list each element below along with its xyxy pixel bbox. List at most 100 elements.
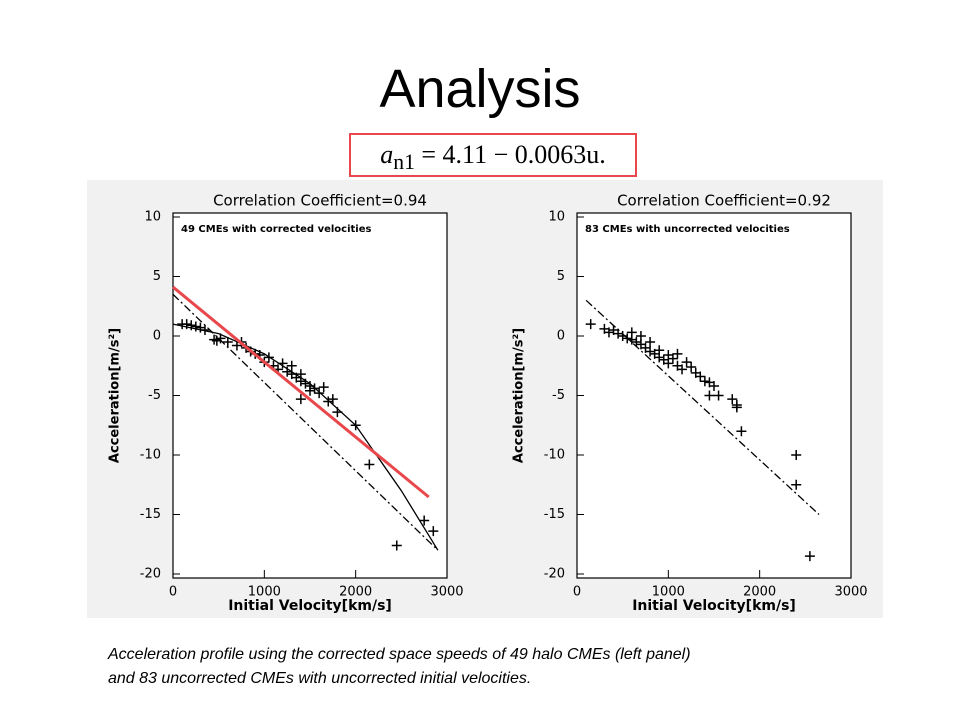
data-point: [295, 394, 306, 405]
data-point: [626, 334, 637, 345]
y-tick-label: 10: [144, 210, 161, 225]
y-tick-label: -20: [544, 567, 565, 582]
data-point: [672, 348, 683, 359]
data-point: [613, 328, 624, 339]
data-point: [791, 450, 802, 460]
data-point: [250, 348, 261, 359]
data-point: [305, 380, 315, 391]
data-point: [259, 357, 270, 368]
data-point: [649, 348, 660, 359]
data-point: [263, 352, 274, 363]
data-point: [663, 350, 674, 361]
data-point: [804, 551, 815, 562]
data-point: [286, 369, 297, 380]
data-point: [215, 333, 226, 344]
y-tick-label: -15: [140, 507, 161, 522]
y-tick-label: -5: [148, 388, 161, 403]
data-point: [677, 364, 688, 375]
y-axis-label: Acceleration[m/s²]: [512, 328, 527, 463]
data-point: [645, 336, 656, 347]
data-point: [672, 360, 683, 371]
annotation: 49 CMEs with corrected velocities: [181, 224, 372, 235]
data-point: [181, 319, 192, 330]
data-point: [241, 342, 252, 353]
data-point: [428, 526, 439, 537]
x-tick-label: 1000: [248, 585, 281, 600]
data-point: [695, 371, 706, 382]
x-axis-label: Initial Velocity[km/s]: [632, 598, 796, 614]
data-point: [419, 515, 430, 526]
data-point: [626, 327, 637, 338]
x-tick-label: 3000: [834, 585, 867, 600]
data-point: [635, 331, 646, 341]
data-point: [640, 342, 651, 353]
data-point: [211, 335, 222, 346]
data-point: [631, 336, 642, 347]
y-axis-label: Acceleration[m/s²]: [108, 328, 123, 463]
y-tick-label: -15: [544, 507, 565, 522]
data-point: [704, 390, 715, 401]
x-tick-label: 3000: [430, 585, 463, 600]
data-point: [585, 319, 596, 330]
data-point: [209, 334, 220, 345]
data-point: [277, 358, 288, 369]
fit-line: [172, 293, 439, 551]
data-point: [731, 402, 742, 413]
figure-background: [87, 180, 883, 618]
data-point: [603, 327, 614, 338]
data-point: [295, 376, 306, 387]
formula-rhs: = 4.11 − 0.0063u.: [421, 140, 606, 169]
chart-title: Correlation Coefficient=0.92: [617, 192, 831, 210]
data-point: [286, 360, 297, 371]
data-point: [364, 459, 375, 470]
data-point: [699, 376, 710, 387]
data-point: [327, 394, 338, 405]
y-tick-label: -20: [140, 567, 161, 582]
data-point: [654, 352, 665, 363]
x-tick-label: 1000: [652, 585, 685, 600]
data-point: [295, 369, 306, 380]
caption-line: Acceleration profile using the corrected…: [108, 646, 691, 663]
plot-frame: [576, 212, 852, 579]
data-point: [190, 321, 201, 332]
y-tick-label: -10: [140, 448, 161, 463]
formula-sub: n1: [393, 150, 415, 175]
data-point: [305, 385, 315, 396]
data-point: [704, 377, 715, 388]
data-point: [195, 322, 206, 333]
data-point: [608, 325, 619, 336]
data-point: [727, 394, 738, 405]
y-tick-label: 0: [153, 329, 161, 344]
data-point: [663, 358, 674, 369]
data-point: [690, 367, 701, 378]
data-point: [791, 479, 802, 490]
formula-lhs: a: [380, 140, 394, 169]
fit-line: [172, 323, 439, 551]
data-point: [222, 336, 233, 347]
data-point: [645, 346, 656, 357]
data-point: [273, 364, 284, 375]
chart-title: Correlation Coefficient=0.94: [213, 192, 427, 210]
plot-frame: [172, 212, 448, 579]
data-point: [622, 333, 633, 344]
x-tick-label: 2000: [339, 585, 372, 600]
caption-line: and 83 uncorrected CMEs with uncorrected…: [108, 670, 532, 687]
data-point: [709, 380, 719, 391]
y-tick-label: -10: [544, 448, 565, 463]
data-point: [667, 353, 678, 364]
data-point: [391, 540, 402, 551]
data-point: [635, 339, 646, 350]
caption: Acceleration profile using the corrected…: [108, 643, 691, 691]
data-point: [617, 331, 628, 341]
data-point: [323, 396, 334, 407]
data-point: [186, 320, 197, 331]
data-point: [231, 340, 242, 351]
x-axis-label: Initial Velocity[km/s]: [228, 598, 392, 614]
y-tick-label: 5: [153, 269, 161, 284]
y-tick-label: 5: [557, 269, 565, 284]
x-tick-label: 2000: [743, 585, 776, 600]
data-point: [713, 390, 724, 401]
data-point: [300, 378, 311, 389]
data-point: [309, 383, 320, 394]
